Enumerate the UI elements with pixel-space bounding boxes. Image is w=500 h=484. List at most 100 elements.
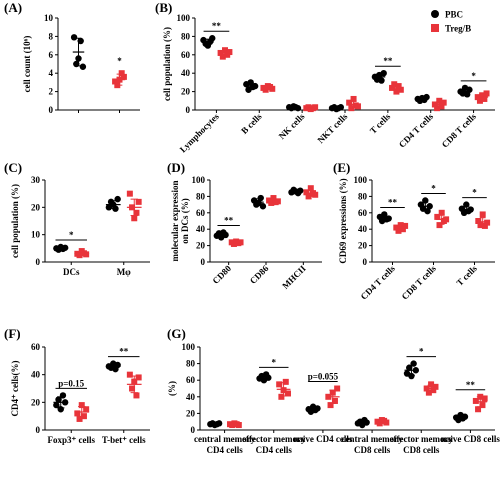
y-tick-label: 0 bbox=[49, 105, 54, 115]
data-point bbox=[436, 97, 443, 104]
y-tick-label: 60 bbox=[196, 208, 206, 218]
significance-label: p=0.055 bbox=[308, 372, 339, 382]
y-axis-label: cell count (10⁶) bbox=[22, 36, 32, 93]
x-tick-label-line: CD8 cells bbox=[403, 445, 440, 455]
panel-label: (D) bbox=[167, 160, 185, 175]
y-axis-label: cell population (%) bbox=[162, 27, 172, 101]
y-tick-label: 40 bbox=[186, 392, 196, 402]
data-point bbox=[378, 77, 385, 84]
data-point bbox=[222, 47, 228, 54]
data-point bbox=[76, 415, 83, 422]
significance-label: ** bbox=[212, 21, 222, 31]
data-point bbox=[83, 406, 90, 413]
y-tick-label: 100 bbox=[182, 342, 196, 352]
x-tick-label-line: naive CD4 cells bbox=[293, 434, 352, 444]
data-point bbox=[226, 49, 233, 56]
data-point bbox=[350, 95, 357, 102]
y-tick-label: 60 bbox=[358, 208, 368, 218]
data-point bbox=[395, 227, 402, 234]
data-point bbox=[120, 73, 127, 80]
data-point bbox=[481, 395, 488, 402]
data-point bbox=[432, 383, 439, 390]
x-tick-label: naive CD8 cells bbox=[441, 434, 500, 444]
x-tick-label: effector memory CD4 cells bbox=[242, 434, 306, 455]
data-point bbox=[79, 63, 87, 70]
y-tick-label: 80 bbox=[186, 359, 196, 369]
x-tick-label: CD86 bbox=[248, 263, 271, 286]
panel-label: (A) bbox=[4, 0, 22, 15]
y-tick-label: 0 bbox=[36, 425, 41, 435]
legend-label: PBC bbox=[445, 10, 463, 20]
x-tick-label: NK cells bbox=[277, 111, 307, 141]
x-tick-label: naive CD4 cells bbox=[293, 434, 352, 444]
data-point bbox=[479, 402, 486, 409]
data-point bbox=[472, 397, 479, 404]
data-point bbox=[430, 387, 437, 394]
x-tick-label: CD4 T cells bbox=[359, 263, 398, 302]
x-tick-label: Mφ bbox=[117, 267, 131, 277]
y-tick-label: 80 bbox=[196, 191, 206, 201]
y-tick-label: 40 bbox=[196, 224, 206, 234]
data-point bbox=[312, 191, 319, 198]
data-point bbox=[276, 381, 283, 388]
data-point bbox=[428, 381, 435, 388]
data-point bbox=[126, 190, 133, 197]
y-tick-label: 80 bbox=[181, 31, 191, 41]
x-tick-label: DCs bbox=[63, 267, 80, 277]
significance-label: ** bbox=[119, 347, 129, 357]
data-point bbox=[385, 215, 392, 222]
x-tick-label: CD4 T cells bbox=[397, 111, 436, 150]
data-point bbox=[425, 389, 432, 396]
data-point bbox=[354, 103, 361, 110]
y-axis-label: cell population (%) bbox=[10, 184, 20, 258]
data-point bbox=[307, 185, 314, 192]
x-tick-label-line: naive CD8 cells bbox=[441, 434, 500, 444]
data-point bbox=[235, 422, 242, 429]
y-tick-label: 20 bbox=[358, 241, 368, 251]
x-tick-label: Lymphocytes bbox=[178, 111, 221, 154]
data-point bbox=[475, 406, 482, 413]
y-tick-label: 0 bbox=[201, 257, 206, 267]
data-point bbox=[80, 413, 87, 420]
y-tick-label: 20 bbox=[181, 87, 191, 97]
data-point bbox=[461, 413, 469, 420]
data-point bbox=[257, 194, 264, 202]
legend-marker bbox=[431, 10, 439, 18]
y-tick-label: 100 bbox=[354, 175, 368, 185]
y-tick-label: 20 bbox=[196, 241, 206, 251]
data-point bbox=[114, 195, 121, 203]
x-tick-label-line: CD4 cells bbox=[206, 445, 243, 455]
data-point bbox=[133, 209, 140, 216]
data-point bbox=[278, 393, 285, 400]
y-tick-label: 6 bbox=[49, 50, 54, 60]
y-axis-label-line: on DCs (%) bbox=[180, 198, 190, 244]
x-tick-label: CD80 bbox=[210, 263, 233, 286]
x-tick-label-line: central memory bbox=[194, 434, 256, 444]
significance-label: * bbox=[472, 188, 477, 198]
x-tick-label: CD8 T cells bbox=[440, 111, 479, 150]
panel-label: (E) bbox=[333, 160, 350, 175]
data-point bbox=[217, 49, 224, 56]
data-point bbox=[477, 222, 484, 229]
data-point bbox=[126, 371, 133, 378]
significance-label: * bbox=[69, 230, 74, 240]
data-point bbox=[312, 104, 319, 111]
y-tick-label: 40 bbox=[358, 224, 368, 234]
data-point bbox=[391, 81, 398, 88]
x-tick-label-line: CD8 cells bbox=[354, 445, 391, 455]
data-point bbox=[135, 374, 142, 381]
x-tick-label: T cells bbox=[454, 263, 479, 288]
panel-label: (B) bbox=[155, 0, 172, 15]
y-tick-label: 80 bbox=[358, 191, 368, 201]
x-tick-label: B cells bbox=[239, 111, 264, 136]
data-point bbox=[282, 378, 289, 385]
data-point bbox=[327, 402, 334, 409]
data-point bbox=[209, 35, 216, 42]
data-point bbox=[346, 99, 353, 106]
data-point bbox=[284, 390, 291, 397]
data-point bbox=[135, 198, 142, 205]
x-tick-label-line: effector memory bbox=[389, 434, 453, 444]
x-tick-label-line: CD4 cells bbox=[256, 445, 293, 455]
y-tick-label: 0 bbox=[186, 105, 191, 115]
